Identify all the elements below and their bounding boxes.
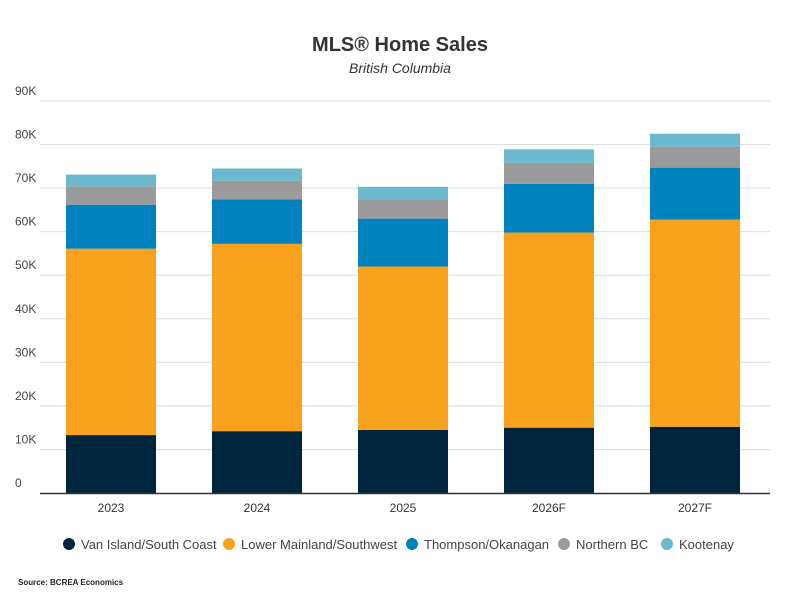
bar-segment xyxy=(212,180,302,200)
bar-segment xyxy=(212,199,302,244)
legend-marker xyxy=(223,538,235,550)
legend-label: Lower Mainland/Southwest xyxy=(241,537,397,552)
y-tick-label: 20K xyxy=(15,389,36,403)
x-tick-label: 2023 xyxy=(98,501,125,515)
bar-segment xyxy=(212,431,302,493)
legend-marker xyxy=(63,538,75,550)
legend-label: Northern BC xyxy=(576,537,648,552)
source-note: Source: BCREA Economics xyxy=(18,578,124,587)
y-tick-label: 10K xyxy=(15,432,36,446)
bar-segment xyxy=(66,435,156,493)
bar-segment xyxy=(650,219,740,427)
bar-segment xyxy=(66,174,156,187)
y-tick-label: 50K xyxy=(15,258,36,272)
legend-label: Van Island/South Coast xyxy=(81,537,217,552)
bar-segment xyxy=(358,218,448,267)
bar-segment xyxy=(650,133,740,147)
y-axis-labels: 0 10K 20K 30K 40K 50K 60K 70K 80K 90K xyxy=(15,84,36,490)
bar-segment xyxy=(504,162,594,184)
chart-title: MLS® Home Sales xyxy=(312,34,488,56)
bar-segment xyxy=(650,146,740,168)
legend-marker xyxy=(406,538,418,550)
legend-marker xyxy=(558,538,570,550)
y-tick-label: 80K xyxy=(15,128,36,142)
x-tick-label: 2025 xyxy=(390,501,417,515)
bar-segment xyxy=(504,149,594,163)
x-axis-labels: 2023 2024 2025 2026F 2027F xyxy=(98,501,712,515)
x-tick-label: 2024 xyxy=(244,501,271,515)
bar-segment xyxy=(358,186,448,200)
legend-label: Thompson/Okanagan xyxy=(424,537,549,552)
y-tick-label: 30K xyxy=(15,345,36,359)
bars xyxy=(66,133,740,493)
bar-segment xyxy=(212,243,302,432)
bar-segment xyxy=(66,186,156,205)
bar-segment xyxy=(650,167,740,220)
legend-label: Kootenay xyxy=(679,537,734,552)
x-tick-label: 2027F xyxy=(678,501,712,515)
bar-segment xyxy=(504,427,594,493)
y-tick-label: 70K xyxy=(15,171,36,185)
bar-segment xyxy=(504,183,594,233)
bar-segment xyxy=(66,204,156,249)
bar-segment xyxy=(66,248,156,436)
bar-segment xyxy=(504,232,594,428)
legend: Van Island/South Coast Lower Mainland/Sou… xyxy=(63,537,734,552)
y-tick-label: 40K xyxy=(15,302,36,316)
y-tick-label: 60K xyxy=(15,215,36,229)
bar-segment xyxy=(358,199,448,219)
bar-segment xyxy=(358,429,448,493)
bar-segment xyxy=(650,426,740,493)
legend-marker xyxy=(661,538,673,550)
x-tick-label: 2026F xyxy=(532,501,566,515)
bar-segment xyxy=(212,168,302,181)
bar-segment xyxy=(358,266,448,430)
y-tick-label: 90K xyxy=(15,84,36,98)
y-tick-label: 0 xyxy=(15,476,22,490)
chart-subtitle: British Columbia xyxy=(349,60,451,76)
